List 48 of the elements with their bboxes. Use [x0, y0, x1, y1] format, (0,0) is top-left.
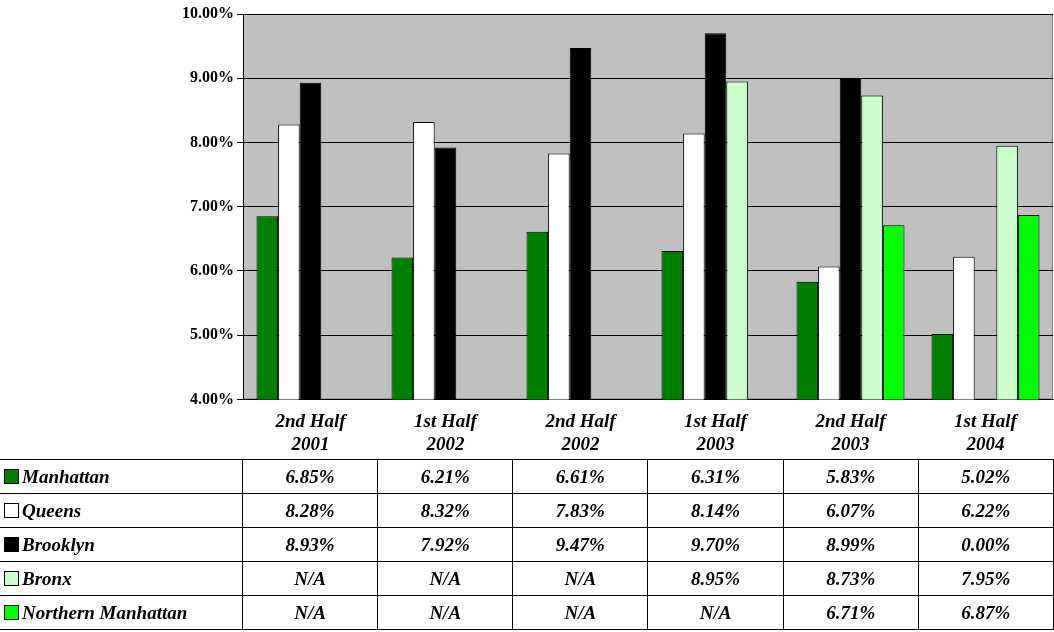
text: N/A: [429, 601, 462, 623]
data-label: 9.47%: [512, 527, 648, 562]
data-label: 8.93%: [242, 527, 378, 562]
data-label: 8.95%: [647, 561, 784, 596]
data-label: 8.32%: [377, 493, 513, 528]
data-label: 7.92%: [377, 527, 513, 562]
data-label: 6.87%: [918, 595, 1054, 630]
y-tick-label: 5.00%: [190, 325, 234, 343]
x-tick-label: 1st Half 2004: [954, 409, 1019, 454]
data-label: 5.83%: [783, 459, 919, 494]
x-tick-label: 1st Half 2002: [414, 409, 479, 454]
data-label: 8.28%: [242, 493, 378, 528]
data-label: 6.61%: [512, 459, 648, 494]
data-label: 9.70%: [647, 527, 784, 562]
y-tick-label: 10.00%: [182, 4, 234, 22]
data-label: 7.83%: [512, 493, 648, 528]
y-tick-label: 6.00%: [190, 261, 234, 279]
data-label: 7.95%: [918, 561, 1054, 596]
data-label: 6.21%: [377, 459, 513, 494]
y-tick-label: 9.00%: [190, 68, 234, 86]
text: 0.00%: [961, 533, 1011, 555]
text: N/A: [429, 567, 462, 589]
text: N/A: [564, 567, 597, 589]
x-tick-label: 2nd Half 2002: [544, 409, 618, 454]
data-label: 5.02%: [918, 459, 1054, 494]
text: N/A: [294, 567, 326, 589]
data-label: 6.71%: [783, 595, 919, 630]
data-label: 6.07%: [783, 493, 919, 528]
legend-label: Manhattan: [0, 459, 243, 494]
y-tick-label: 4.00%: [190, 389, 234, 407]
data-label: 8.14%: [647, 493, 784, 528]
text: N/A: [294, 601, 326, 623]
legend-label: Queens: [0, 493, 243, 528]
data-label: 6.22%: [918, 493, 1054, 528]
y-tick-label: 8.00%: [190, 132, 234, 150]
x-tick-label: 2nd Half 2003: [814, 409, 888, 454]
data-label: 6.31%: [647, 459, 784, 494]
text: N/A: [699, 601, 732, 623]
data-label: 8.99%: [783, 527, 919, 562]
data-label: 8.73%: [783, 561, 919, 596]
legend-label: Brooklyn: [0, 527, 243, 562]
x-tick-label: 1st Half 2003: [684, 409, 749, 454]
legend-label: Bronx: [0, 561, 243, 596]
data-label: 6.85%: [242, 459, 378, 494]
legend-label: Northern Manhattan: [0, 595, 243, 630]
x-tick-label: 2nd Half 2001: [274, 409, 348, 454]
text: N/A: [564, 601, 597, 623]
y-tick-label: 7.00%: [190, 196, 234, 214]
